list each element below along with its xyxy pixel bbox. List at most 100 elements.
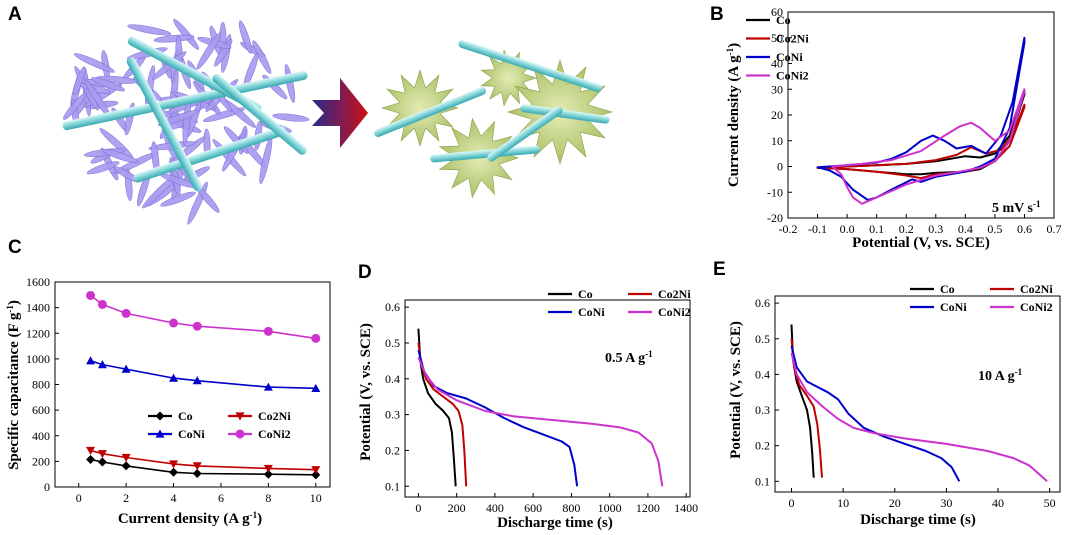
panel-e-x-tick-label: 50	[1044, 496, 1056, 510]
panel-b-y-tick-label: -20	[767, 211, 783, 225]
panel-c-data-point-coni2	[121, 308, 131, 318]
panel-d-legend-label-co2ni: Co2Ni	[658, 287, 691, 301]
panel-b-x-tick-label: 0.2	[899, 222, 914, 236]
panel-c-data-point-co	[121, 461, 131, 471]
transformation-arrow	[312, 78, 368, 148]
cv-curves-chart: -0.2 -0.1 0.0 0.1 0.2 0.3 0.4 0.5 0.6 0.7 -20 -10 0 1…	[725, 5, 1062, 251]
panel-b-x-tick-label: 0.0	[840, 222, 855, 236]
panel-c-x-tick-label: 4	[171, 491, 177, 505]
panel-b-legend-label-co: Co	[776, 13, 791, 27]
panel-c-data-point-coni	[192, 376, 202, 385]
panel-c-data-point-co2ni	[97, 450, 107, 459]
panel-e-x-tick-label: 20	[889, 496, 901, 510]
panel-b-y-tick-label: 40	[771, 57, 783, 71]
nanorod-framework-left	[62, 36, 308, 192]
panel-c-legend-label-co2ni: Co2Ni	[258, 409, 291, 423]
panel-d-y-tick-label: 0.5	[385, 336, 400, 350]
panel-c-data-point-coni2	[311, 333, 321, 343]
panel-letter-b: B	[710, 4, 724, 25]
panel-b-y-axis-label: Current density (A g-1)	[725, 43, 742, 187]
panel-d-y-tick-label: 0.6	[385, 300, 400, 314]
panel-c-data-point-co	[86, 454, 96, 464]
panel-c-y-axis-label: Specific capacitance (F g-1)	[5, 300, 22, 470]
panel-e-y-tick-label: 0.1	[755, 474, 770, 488]
panel-d-series-line-co	[417, 328, 457, 487]
panel-e-plot-frame	[774, 295, 1061, 493]
panel-e-rate-annotation: 10 A g-1	[978, 367, 1023, 384]
panel-d-y-tick-label: 0.4	[385, 372, 400, 386]
panel-e-y-tick-label: 0.5	[755, 332, 770, 346]
panel-e-y-tick-label: 0.4	[755, 367, 770, 381]
panel-e-y-tick-label: 0.2	[755, 439, 770, 453]
panel-d-legend-label-co: Co	[578, 287, 593, 301]
panel-b-y-tick-label: -10	[767, 185, 783, 199]
panel-c-data-point-co2ni	[86, 446, 96, 455]
panel-c-y-tick-label: 1000	[26, 352, 50, 366]
panel-d-x-tick-label: 0	[415, 501, 421, 515]
panel-c-data-point-co	[263, 469, 273, 479]
panel-d-x-tick-label: 400	[486, 501, 504, 515]
panel-d-y-axis-label: Potential (V, vs. SCE)	[358, 323, 374, 461]
panel-c-legend-marker-co2ni	[235, 412, 245, 421]
panel-c-x-tick-label: 8	[265, 491, 271, 505]
panel-e-y-axis-label: Potential (V, vs. SCE)	[728, 321, 744, 459]
panel-c-data-point-coni2	[97, 299, 107, 309]
panel-d-x-tick-label: 1400	[674, 501, 698, 515]
panel-d-plot-frame	[404, 299, 691, 498]
panel-c-data-point-co2ni	[169, 460, 179, 469]
panel-c-data-point-coni	[263, 382, 273, 391]
panel-d-x-tick-label: 1200	[636, 501, 660, 515]
panel-d-y-tick-label: 0.3	[385, 408, 400, 422]
panel-c-y-tick-label: 1200	[26, 326, 50, 340]
panel-letter-c: C	[8, 237, 22, 258]
panel-b-series-line-coni2	[831, 88, 1026, 205]
panel-c-legend-marker-coni2	[235, 429, 245, 439]
panel-d-y-tick-label: 0.1	[385, 479, 400, 493]
panel-b-x-tick-label: 0.3	[928, 222, 943, 236]
panel-c-data-point-co2ni	[311, 466, 321, 475]
panel-c-x-tick-label: 10	[310, 491, 322, 505]
panel-d-series-line-co2ni	[417, 342, 468, 487]
panel-e-x-tick-label: 10	[837, 496, 849, 510]
panel-d-x-tick-label: 1000	[598, 501, 622, 515]
panel-c-legend-marker-co	[155, 411, 165, 421]
panel-b-y-tick-label: 10	[771, 134, 783, 148]
panel-d-legend-label-coni: CoNi	[578, 305, 605, 319]
panel-d-series-line-coni	[417, 349, 579, 487]
panel-b-x-tick-label: 0.4	[958, 222, 973, 236]
spiky-sphere-structure-illustration	[380, 49, 614, 199]
panel-d-legend-label-coni2: CoNi2	[658, 305, 691, 319]
panel-b-legend-label-co2ni: Co2Ni	[776, 32, 809, 46]
panel-d-x-tick-label: 600	[524, 501, 542, 515]
panel-c-data-point-co2ni	[121, 453, 131, 463]
panel-c-x-tick-label: 0	[76, 491, 82, 505]
panel-b-y-tick-label: 0	[777, 160, 783, 174]
panel-b-y-tick-label: 60	[771, 5, 783, 19]
panel-c-data-point-coni2	[263, 326, 273, 336]
panel-c-y-tick-label: 600	[32, 403, 50, 417]
panel-e-x-axis-label: Discharge time (s)	[860, 512, 976, 528]
panel-b-legend-label-coni: CoNi	[776, 50, 803, 64]
panel-c-data-point-coni2	[169, 318, 179, 328]
panel-c-data-point-co	[97, 457, 107, 467]
panel-b-plot-frame	[787, 11, 1055, 219]
panel-letter-e: E	[713, 259, 726, 280]
panel-c-legend-label-coni: CoNi	[178, 427, 205, 441]
panel-letter-a: A	[8, 4, 22, 25]
panel-b-series-line-coni	[816, 36, 1026, 201]
nanorod-framework-right	[374, 40, 610, 163]
panel-e-x-tick-label: 30	[940, 496, 952, 510]
panel-e-x-tick-label: 0	[789, 496, 795, 510]
panel-c-data-point-co	[192, 469, 202, 479]
panel-c-data-point-co	[169, 467, 179, 477]
panel-c-data-point-coni	[169, 373, 179, 382]
panel-b-x-tick-label: 0.6	[1017, 222, 1032, 236]
panel-b-y-tick-label: 20	[771, 108, 783, 122]
discharge-chart-10A: 0 10 20 30 40 50 0.1 0.2 0.3 0.4 0.5 0.6 Discharge t…	[728, 282, 1061, 528]
panel-c-data-point-coni	[311, 383, 321, 392]
panel-e-legend-label-coni2: CoNi2	[1020, 300, 1053, 314]
specific-capacitance-chart: 0 2 4 6 8 10 0 200 400 600 800 1000 1200 1400 1600 Curr…	[5, 275, 331, 527]
panel-d-x-axis-label: Discharge time (s)	[497, 515, 613, 531]
panel-c-data-point-coni2	[192, 321, 202, 331]
